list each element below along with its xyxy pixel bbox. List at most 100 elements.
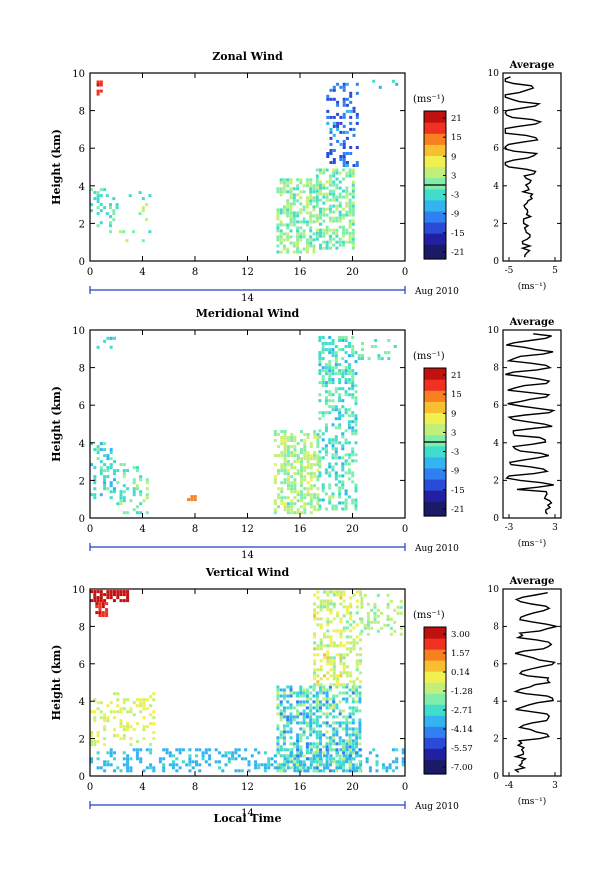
field-cell — [342, 683, 346, 687]
field-cell — [332, 656, 336, 660]
field-cell — [315, 736, 319, 740]
field-cell — [344, 336, 348, 339]
field-cell — [349, 605, 353, 609]
field-cell — [122, 698, 126, 702]
field-cell — [296, 247, 300, 251]
field-cell — [319, 180, 322, 184]
field-cell — [331, 408, 335, 412]
field-cell — [348, 766, 352, 770]
field-cell — [299, 232, 303, 236]
field-cell — [342, 665, 346, 669]
field-cell — [286, 766, 290, 770]
field-cell — [335, 694, 339, 698]
field-cell — [345, 748, 349, 752]
field-cell — [299, 694, 303, 698]
field-cell — [276, 244, 280, 248]
field-cell — [322, 231, 326, 235]
field-cell — [375, 754, 379, 758]
field-cell — [332, 590, 336, 594]
field-cell — [296, 226, 300, 230]
field-cell — [315, 709, 319, 713]
average-y-tick-label: 4 — [493, 439, 499, 449]
field-cell — [331, 492, 335, 496]
field-cell — [139, 478, 143, 482]
field-cell — [351, 414, 355, 418]
field-cell — [132, 508, 136, 512]
field-cell — [335, 216, 339, 220]
field-cell — [328, 411, 332, 415]
field-cell — [292, 196, 296, 200]
colorbar-swatch — [424, 627, 446, 632]
field-cell — [286, 730, 290, 734]
field-cell — [309, 463, 313, 467]
field-cell — [296, 760, 300, 764]
field-cell — [355, 164, 359, 167]
field-cell — [334, 351, 338, 355]
field-cell — [290, 481, 294, 485]
field-cell — [277, 469, 280, 473]
field-cell — [328, 351, 332, 355]
field-cell — [129, 737, 133, 741]
field-cell — [158, 760, 162, 764]
field-cell — [122, 484, 126, 488]
field-cell — [389, 626, 393, 630]
field-cell — [227, 751, 231, 755]
field-cell — [277, 493, 280, 497]
field-cell — [354, 372, 358, 376]
field-cell — [325, 748, 329, 752]
field-cell — [96, 83, 100, 87]
field-cell — [326, 653, 330, 657]
field-cell — [325, 195, 329, 199]
field-cell — [103, 206, 107, 210]
field-cell — [328, 706, 332, 710]
field-cell — [318, 474, 322, 478]
field-cell — [355, 659, 359, 663]
colorbar-swatch — [424, 652, 446, 657]
field-cell — [299, 727, 303, 731]
field-cell — [286, 181, 290, 185]
field-cell — [321, 447, 325, 451]
field-cell — [276, 736, 280, 740]
field-cell — [387, 357, 391, 361]
field-cell — [399, 605, 403, 609]
field-cell — [325, 706, 329, 710]
field-cell — [338, 739, 342, 743]
colorbar-swatch — [424, 155, 446, 160]
field-cell — [342, 715, 345, 719]
field-cell — [339, 142, 343, 146]
field-cell — [345, 730, 349, 734]
field-cell — [263, 751, 267, 755]
colorbar-swatch — [424, 638, 446, 643]
field-cell — [338, 210, 342, 214]
field-cell — [328, 724, 332, 728]
field-cell — [318, 462, 322, 466]
field-cell — [348, 736, 352, 740]
field-cell — [273, 766, 277, 770]
field-cell — [324, 396, 328, 400]
field-cell — [316, 496, 320, 500]
colorbar-tick-label: 0.14 — [451, 668, 470, 678]
field-cell — [328, 712, 332, 716]
field-cell — [332, 674, 336, 678]
field-cell — [135, 751, 139, 755]
field-cell — [99, 83, 103, 87]
field-cell — [349, 629, 353, 633]
field-cell — [349, 617, 353, 621]
field-cell — [335, 727, 339, 731]
field-cell — [345, 103, 349, 107]
field-cell — [352, 593, 356, 597]
field-cell — [116, 704, 120, 708]
field-cell — [312, 760, 316, 764]
field-cell — [322, 168, 326, 172]
field-cell — [305, 244, 309, 248]
field-cell — [338, 213, 342, 217]
field-cell — [296, 211, 300, 215]
field-cell — [341, 468, 345, 472]
field-cell — [349, 647, 353, 651]
field-cell — [302, 694, 306, 698]
field-cell — [282, 247, 286, 251]
field-cell — [221, 769, 225, 773]
field-cell — [126, 763, 130, 767]
field-cell — [276, 208, 280, 212]
field-cell — [338, 378, 342, 382]
